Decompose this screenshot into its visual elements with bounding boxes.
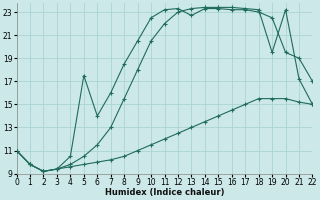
X-axis label: Humidex (Indice chaleur): Humidex (Indice chaleur) (105, 188, 224, 197)
